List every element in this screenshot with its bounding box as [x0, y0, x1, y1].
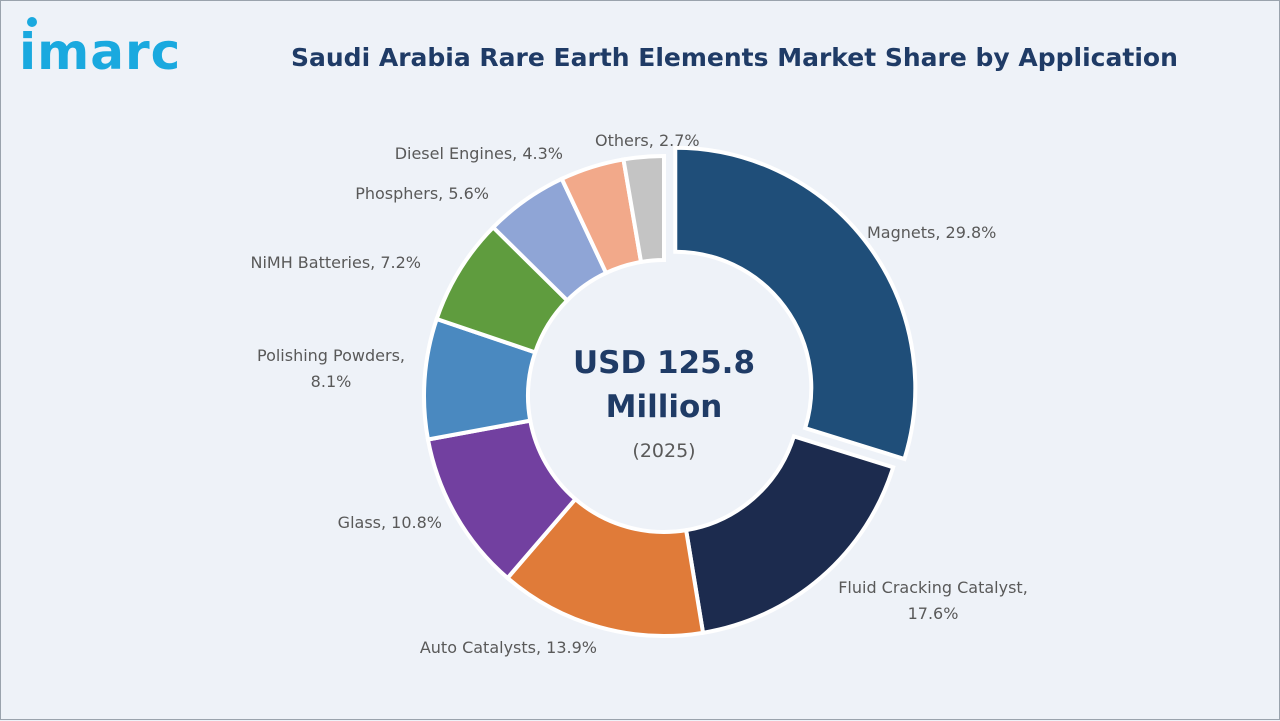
slice-others [621, 153, 666, 265]
logo-dot [27, 17, 37, 27]
label-diesel-engines: Diesel Engines, 4.3% [395, 144, 563, 163]
slice-fluid-cracking-catalyst [683, 433, 896, 636]
label-nimh-batteries: NiMH Batteries, 7.2% [250, 253, 421, 272]
slice-magnets [673, 145, 918, 462]
center-year: (2025) [632, 440, 695, 462]
label-phosphers: Phosphers, 5.6% [355, 184, 489, 203]
label-auto-catalysts: Auto Catalysts, 13.9% [420, 638, 597, 657]
donut-slices [422, 145, 918, 638]
imarc-logo: imarc [19, 23, 182, 81]
label-magnets: Magnets, 29.8% [867, 223, 996, 242]
label-polishing-powders: Polishing Powders, 8.1% [257, 346, 405, 391]
label-glass: Glass, 10.8% [338, 513, 442, 532]
label-others: Others, 2.7% [595, 131, 700, 150]
slice-labels: Magnets, 29.8% Fluid Cracking Catalyst, 17… [250, 131, 1027, 657]
label-fluid-cracking-catalyst: Fluid Cracking Catalyst, 17.6% [838, 578, 1028, 623]
center-unit: Million [606, 389, 723, 425]
chart-title: Saudi Arabia Rare Earth Elements Market … [291, 43, 1178, 72]
center-value: USD 125.8 [573, 345, 755, 381]
